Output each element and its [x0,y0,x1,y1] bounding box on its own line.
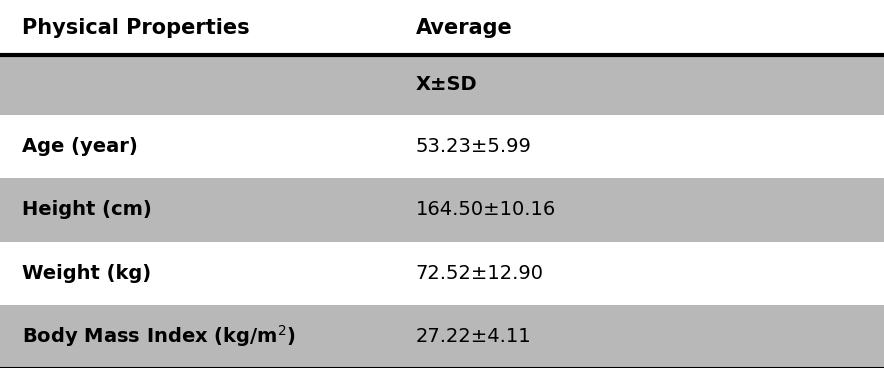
Text: Body Mass Index (kg/m$^2$): Body Mass Index (kg/m$^2$) [22,323,296,349]
Text: 72.52±12.90: 72.52±12.90 [415,263,544,283]
Text: 53.23±5.99: 53.23±5.99 [415,137,531,156]
Bar [0,0,884,55]
Text: Age (year): Age (year) [22,137,138,156]
Bar [0,241,884,305]
Text: Average: Average [415,18,512,38]
Bar [0,178,884,241]
Text: 27.22±4.11: 27.22±4.11 [415,327,531,346]
Bar [0,305,884,368]
Text: X±SD: X±SD [415,75,477,95]
Text: Weight (kg): Weight (kg) [22,263,151,283]
Text: Height (cm): Height (cm) [22,200,152,219]
Text: Physical Properties: Physical Properties [22,18,249,38]
Bar [0,115,884,178]
Text: 164.50±10.16: 164.50±10.16 [415,200,556,219]
Bar [0,55,884,115]
